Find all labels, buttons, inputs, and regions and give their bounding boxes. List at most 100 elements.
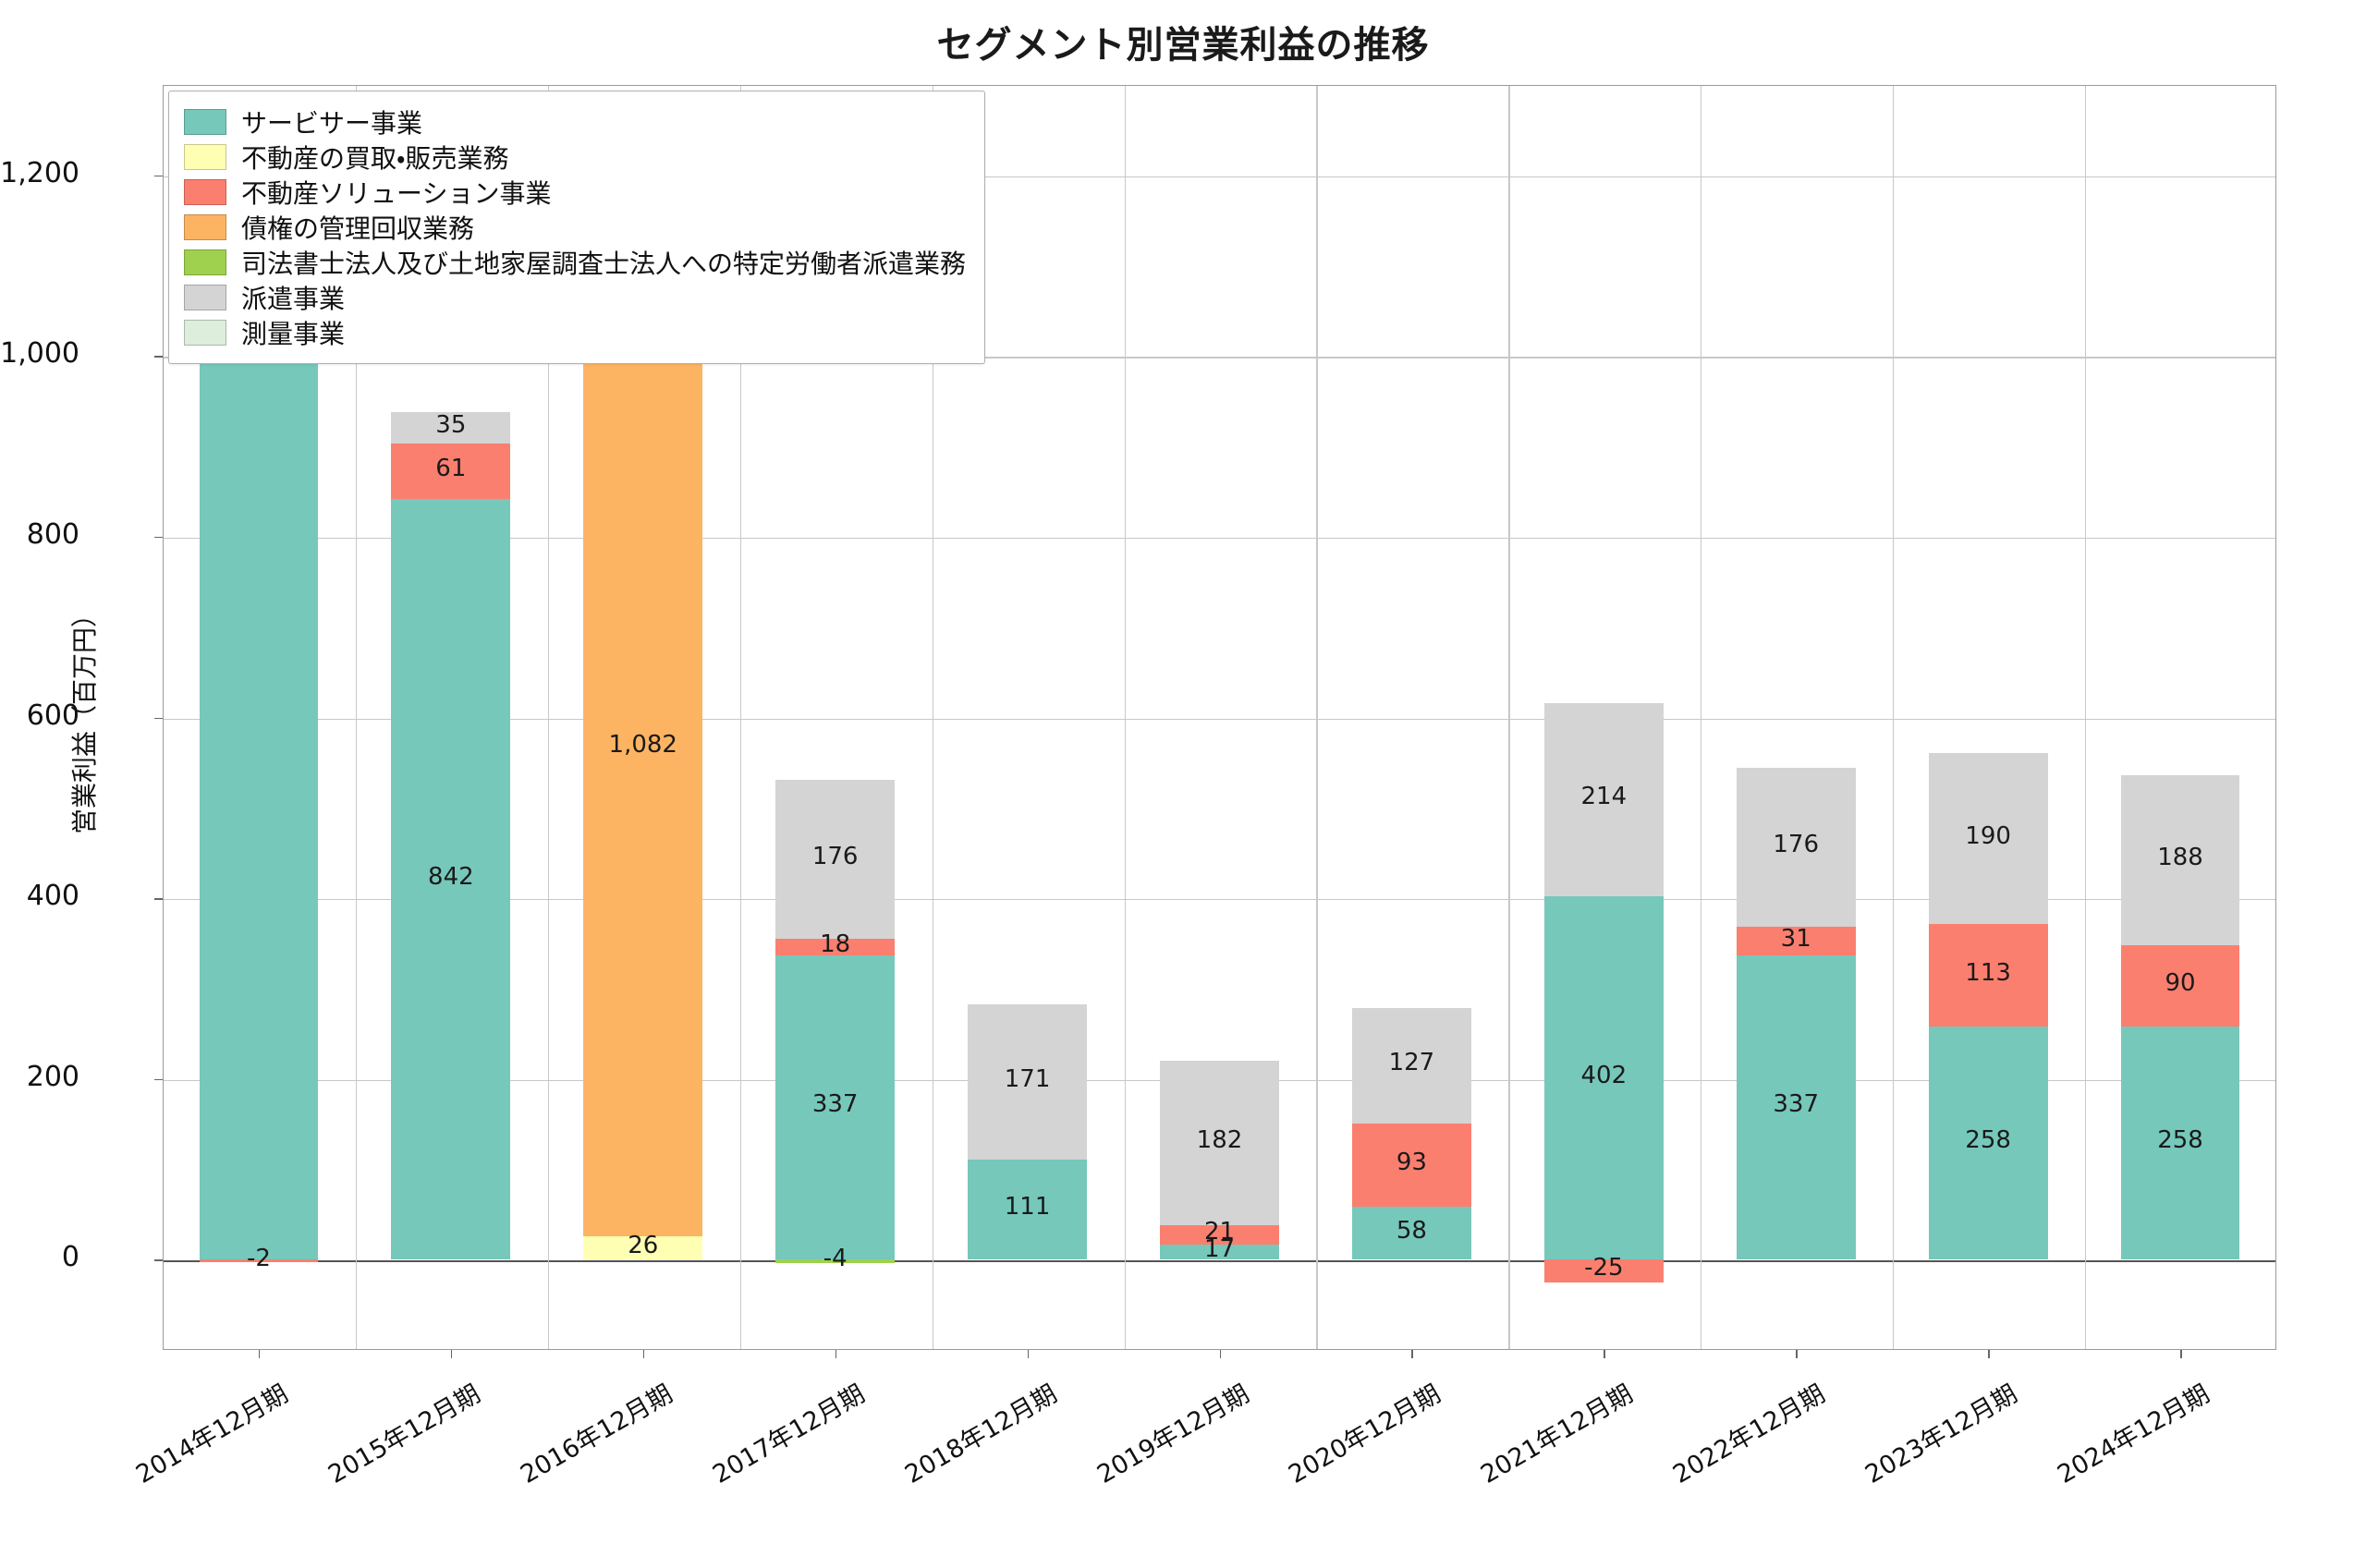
bar-segment bbox=[391, 411, 511, 444]
bar-segment bbox=[1351, 1207, 1471, 1260]
x-axis-tick-label: 2019年12月期 bbox=[1092, 1380, 1254, 1489]
bar-segment bbox=[1160, 1061, 1279, 1226]
gridline-vertical bbox=[547, 86, 549, 1349]
x-axis-tick-label: 2018年12月期 bbox=[899, 1380, 1062, 1489]
y-axis-tick-label: 1,000 bbox=[0, 337, 79, 371]
bar-segment bbox=[775, 939, 896, 955]
y-axis-tick-label: 1,200 bbox=[0, 156, 79, 189]
bar-segment bbox=[1543, 1259, 1664, 1282]
bar-segment bbox=[968, 1004, 1088, 1160]
x-axis-tick-mark bbox=[1027, 1350, 1030, 1358]
zero-baseline bbox=[164, 1260, 2275, 1263]
y-axis-title: 営業利益（百万円） bbox=[69, 601, 100, 834]
gridline-horizontal bbox=[164, 899, 2275, 901]
y-axis-tick-mark bbox=[154, 898, 163, 900]
legend-item[interactable]: 不動産の買取・販売業務 bbox=[184, 140, 966, 175]
gridline-horizontal bbox=[164, 718, 2275, 720]
x-axis-tick-mark bbox=[258, 1350, 261, 1358]
legend-swatch-icon bbox=[184, 144, 226, 170]
legend-item[interactable]: 派遣事業 bbox=[184, 280, 966, 315]
y-axis-tick-label: 800 bbox=[26, 517, 79, 551]
bar-segment bbox=[391, 498, 511, 1260]
bar-segment bbox=[391, 444, 511, 499]
y-axis-tick-mark bbox=[154, 717, 163, 719]
gridline-horizontal bbox=[164, 176, 2275, 177]
gridline-horizontal bbox=[164, 537, 2275, 540]
x-axis-tick-mark bbox=[1411, 1350, 1413, 1358]
gridline-vertical bbox=[1508, 86, 1510, 1349]
x-axis-tick-mark bbox=[642, 1350, 645, 1358]
x-axis-tick-mark bbox=[1988, 1350, 1990, 1358]
bar-segment bbox=[1736, 768, 1856, 928]
bar-segment bbox=[775, 1259, 896, 1264]
y-axis-tick-label: 600 bbox=[26, 699, 79, 732]
x-axis-tick-label: 2023年12月期 bbox=[1860, 1380, 2023, 1489]
x-axis-tick-mark bbox=[1796, 1350, 1798, 1358]
bar-segment bbox=[2120, 1026, 2240, 1260]
legend-item-label: サービサー事業 bbox=[241, 108, 423, 139]
x-axis-tick-mark bbox=[2180, 1350, 2182, 1358]
x-axis-tick-label: 2022年12月期 bbox=[1668, 1380, 1831, 1489]
gridline-vertical bbox=[1893, 86, 1895, 1349]
bar-segment bbox=[1736, 954, 1856, 1260]
bar-segment bbox=[1160, 1225, 1279, 1245]
gridline-vertical bbox=[355, 86, 358, 1349]
legend-item[interactable]: 債権の管理回収業務 bbox=[184, 210, 966, 245]
bar-segment bbox=[1736, 927, 1856, 955]
legend-swatch-icon bbox=[184, 179, 226, 205]
y-axis-tick-mark bbox=[154, 1078, 163, 1081]
gridline-vertical bbox=[1316, 86, 1318, 1349]
legend-swatch-icon bbox=[184, 285, 226, 310]
legend-item-label: 司法書士法人及び土地家屋調査士法人への特定労働者派遣業務 bbox=[241, 249, 967, 279]
bar-segment bbox=[1543, 896, 1664, 1260]
gridline-vertical bbox=[2085, 86, 2087, 1349]
bar-segment bbox=[199, 1259, 319, 1263]
bar-segment bbox=[1928, 752, 2048, 925]
bar-segment bbox=[1351, 1123, 1471, 1208]
bar-segment bbox=[583, 258, 703, 1236]
legend-item-label: 債権の管理回収業務 bbox=[241, 213, 475, 244]
x-axis-tick-label: 2014年12月期 bbox=[131, 1380, 293, 1489]
x-axis-tick-label: 2016年12月期 bbox=[515, 1380, 677, 1489]
chart-legend: サービサー事業不動産の買取・販売業務不動産ソリューション事業 債権の管理回収業務司… bbox=[168, 91, 986, 364]
legend-item[interactable]: 司法書士法人及び土地家屋調査士法人への特定労働者派遣業務 bbox=[184, 245, 966, 280]
x-axis-tick-label: 2017年12月期 bbox=[707, 1380, 870, 1489]
bar-segment bbox=[968, 1159, 1088, 1260]
y-axis-tick-label: 0 bbox=[61, 1241, 79, 1274]
bar-segment bbox=[1928, 1026, 2048, 1260]
bar-segment bbox=[1543, 702, 1664, 897]
bar-segment bbox=[583, 1235, 703, 1260]
x-axis-tick-mark bbox=[1219, 1350, 1221, 1358]
legend-item-label: 不動産ソリューション事業 bbox=[241, 178, 552, 209]
legend-swatch-icon bbox=[184, 320, 226, 346]
gridline-horizontal bbox=[164, 357, 2275, 359]
x-axis-tick-mark bbox=[450, 1350, 453, 1358]
gridline-vertical bbox=[739, 86, 741, 1349]
legend-item[interactable]: 不動産ソリューション事業 bbox=[184, 175, 966, 210]
y-axis-tick-mark bbox=[154, 1259, 163, 1261]
x-axis-tick-label: 2015年12月期 bbox=[323, 1380, 485, 1489]
x-axis-tick-label: 2024年12月期 bbox=[2053, 1380, 2215, 1489]
page-title: セグメント別営業利益の推移 bbox=[936, 24, 1430, 67]
bar-segment bbox=[775, 779, 896, 940]
legend-item[interactable]: サービサー事業 bbox=[184, 104, 966, 140]
legend-item[interactable]: 測量事業 bbox=[184, 315, 966, 350]
bar-segment bbox=[1160, 1244, 1279, 1260]
bar-segment bbox=[775, 954, 896, 1260]
y-axis-tick-mark bbox=[154, 175, 163, 177]
gridline-vertical bbox=[1124, 86, 1126, 1349]
legend-swatch-icon bbox=[184, 249, 226, 275]
y-axis-tick-label: 400 bbox=[26, 880, 79, 913]
x-axis-tick-mark bbox=[1604, 1350, 1605, 1358]
bar-segment bbox=[2120, 775, 2240, 945]
y-axis-tick-mark bbox=[154, 356, 163, 358]
bar-segment bbox=[1351, 1008, 1471, 1124]
legend-item-label: 測量事業 bbox=[241, 319, 346, 349]
x-axis-tick-mark bbox=[835, 1350, 837, 1358]
legend-swatch-icon bbox=[184, 109, 226, 135]
bar-segment bbox=[1928, 924, 2048, 1027]
y-axis-tick-mark bbox=[154, 536, 163, 539]
legend-swatch-icon bbox=[184, 214, 226, 240]
bar-segment bbox=[2120, 944, 2240, 1027]
legend-item-label: 不動産の買取・販売業務 bbox=[241, 143, 509, 174]
